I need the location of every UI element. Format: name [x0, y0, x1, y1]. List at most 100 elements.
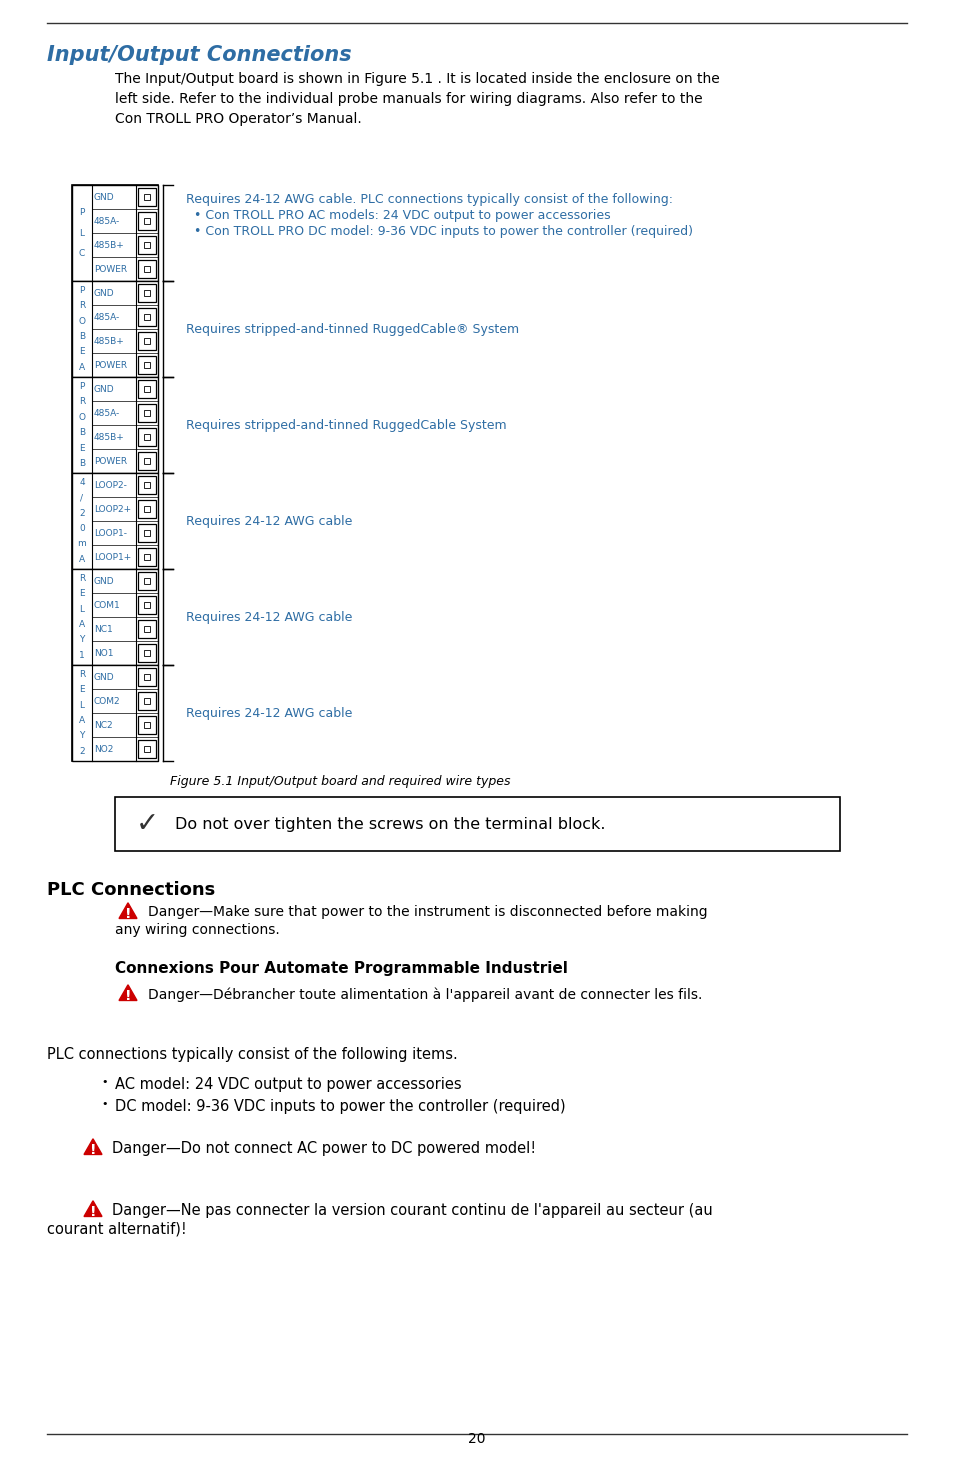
Text: 1: 1: [79, 651, 85, 660]
Text: A: A: [79, 555, 85, 564]
Bar: [144, 505, 151, 512]
Text: GND: GND: [94, 673, 114, 682]
Text: Y: Y: [79, 731, 85, 740]
Text: Requires 24-12 AWG cable: Requires 24-12 AWG cable: [186, 610, 352, 623]
Text: ✓: ✓: [135, 810, 158, 838]
Text: COM2: COM2: [94, 696, 120, 705]
Text: 4: 4: [79, 479, 85, 488]
Text: Requires 24-12 AWG cable. PLC connections typically consist of the following:: Requires 24-12 AWG cable. PLC connection…: [186, 193, 672, 206]
Bar: [144, 410, 151, 416]
Text: B: B: [79, 458, 85, 467]
Text: any wiring connections.: any wiring connections.: [115, 923, 279, 937]
Bar: [138, 620, 156, 638]
Bar: [138, 260, 156, 277]
Text: GND: GND: [94, 384, 114, 394]
Bar: [144, 289, 151, 296]
Text: P: P: [79, 209, 85, 218]
Text: LOOP2-: LOOP2-: [94, 480, 127, 489]
Bar: [71, 185, 158, 761]
Bar: [138, 692, 156, 710]
Polygon shape: [119, 902, 137, 918]
Text: LOOP2+: LOOP2+: [94, 505, 131, 514]
Text: L: L: [79, 229, 85, 238]
Text: L: L: [79, 701, 85, 710]
Bar: [144, 266, 151, 273]
Bar: [138, 548, 156, 566]
Bar: [138, 237, 156, 254]
Bar: [138, 740, 156, 758]
Text: A: A: [79, 620, 85, 629]
Bar: [138, 380, 156, 399]
Text: Danger—Do not connect AC power to DC powered model!: Danger—Do not connect AC power to DC pow…: [112, 1142, 536, 1156]
Text: R: R: [79, 302, 85, 311]
Text: E: E: [79, 686, 85, 695]
Text: 485B+: 485B+: [94, 336, 125, 346]
Bar: [144, 553, 151, 561]
Bar: [144, 457, 151, 464]
Text: LOOP1+: LOOP1+: [94, 552, 132, 562]
Text: L: L: [79, 604, 85, 613]
Bar: [144, 625, 151, 632]
Bar: [71, 473, 158, 569]
Bar: [138, 476, 156, 493]
Text: PLC Connections: PLC Connections: [47, 880, 215, 899]
Text: 485A-: 485A-: [94, 312, 120, 321]
Text: A: A: [79, 717, 85, 726]
Bar: [144, 482, 151, 489]
Polygon shape: [84, 1200, 102, 1216]
Text: POWER: POWER: [94, 457, 127, 466]
Text: Danger—Ne pas connecter la version courant continu de l'appareil au secteur (au: Danger—Ne pas connecter la version coura…: [112, 1203, 712, 1218]
Text: O: O: [78, 317, 86, 326]
Bar: [144, 650, 151, 657]
Bar: [138, 212, 156, 231]
Text: Do not over tighten the screws on the terminal block.: Do not over tighten the screws on the te…: [174, 816, 605, 832]
Text: R: R: [79, 397, 85, 406]
Text: •: •: [102, 1077, 108, 1088]
Text: A: A: [79, 364, 85, 372]
Text: 2: 2: [79, 748, 85, 756]
Text: !: !: [90, 1143, 96, 1156]
Bar: [138, 404, 156, 422]
Bar: [138, 715, 156, 734]
Polygon shape: [119, 986, 137, 1000]
Bar: [144, 314, 151, 320]
Text: R: R: [79, 670, 85, 679]
Bar: [138, 285, 156, 302]
Text: B: B: [79, 333, 85, 342]
Bar: [138, 644, 156, 661]
Bar: [138, 453, 156, 470]
Text: Requires 24-12 AWG cable: Requires 24-12 AWG cable: [186, 707, 352, 720]
Bar: [138, 669, 156, 686]
Bar: [71, 377, 158, 473]
Bar: [138, 499, 156, 518]
Text: GND: GND: [94, 289, 114, 298]
Text: E: E: [79, 590, 85, 599]
Bar: [71, 569, 158, 664]
Text: The Input/Output board is shown in Figure 5.1 . It is located inside the enclosu: The Input/Output board is shown in Figur…: [115, 72, 719, 126]
Text: Input/Output Connections: Input/Output Connections: [47, 45, 352, 66]
Text: GND: GND: [94, 577, 114, 585]
Bar: [138, 356, 156, 374]
Text: LOOP1-: LOOP1-: [94, 529, 127, 537]
Text: PLC connections typically consist of the following items.: PLC connections typically consist of the…: [47, 1047, 457, 1061]
Bar: [144, 362, 151, 368]
Text: B: B: [79, 428, 85, 437]
Text: !: !: [125, 907, 132, 921]
Text: m: m: [77, 540, 87, 549]
Polygon shape: [84, 1139, 102, 1155]
Bar: [144, 194, 151, 200]
Text: 485A-: 485A-: [94, 216, 120, 225]
Text: Requires 24-12 AWG cable: Requires 24-12 AWG cable: [186, 514, 352, 527]
Text: POWER: POWER: [94, 264, 127, 273]
Bar: [144, 241, 151, 248]
Text: 485B+: 485B+: [94, 432, 125, 441]
Text: E: E: [79, 444, 85, 453]
Bar: [138, 524, 156, 542]
Text: POWER: POWER: [94, 361, 127, 369]
Text: courant alternatif)!: courant alternatif)!: [47, 1221, 187, 1237]
Bar: [144, 385, 151, 393]
Bar: [144, 673, 151, 680]
Text: NO1: NO1: [94, 648, 113, 657]
Text: NO2: NO2: [94, 745, 113, 753]
Bar: [144, 698, 151, 704]
